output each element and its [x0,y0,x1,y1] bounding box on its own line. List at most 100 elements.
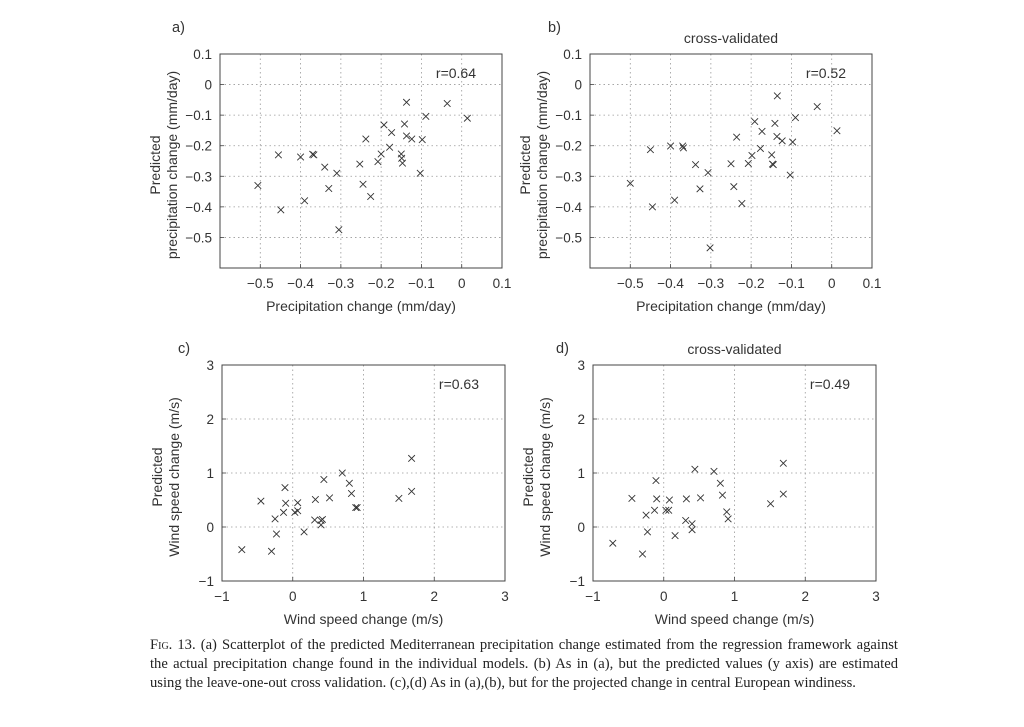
data-point [791,113,800,122]
x-tick-label: −0.2 [368,276,395,291]
data-point [670,196,679,204]
data-point [443,99,451,108]
data-point [294,499,302,507]
x-tick-label: 2 [430,589,438,604]
panel-label: a) [172,20,185,36]
data-point [407,487,416,495]
data-point [751,117,759,126]
data-point [416,169,424,177]
scatter-panel-a: −0.5 −0.4 −0.3 −0.2 −0.1 0 0.1 0.1 0 −0.1 −0.2 −0.3… [147,20,511,314]
data-point [642,511,650,519]
data-point [768,151,776,159]
y-tick-label: −0.1 [555,108,582,123]
data-point [272,530,281,538]
data-point [723,508,731,516]
data-point [666,142,675,150]
data-point [691,161,700,169]
data-point [318,515,327,524]
data-point [353,503,361,512]
data-point [282,499,290,507]
data-point [744,159,752,168]
data-point [716,479,724,487]
y-axis-label-line2: precipitation change (mm/day) [534,71,550,259]
y-tick-label: −0.5 [185,230,212,245]
data-point [267,547,276,555]
data-point [385,143,394,151]
data-point [335,226,343,234]
data-point [766,500,775,508]
data-point [294,507,302,515]
data-point [718,491,727,499]
figure-13: −0.5 −0.4 −0.3 −0.2 −0.1 0 0.1 0.1 0 −0.1 −0.2 −0.3… [147,20,881,627]
data-point [813,102,821,111]
x-tick-label: 3 [501,589,509,604]
plot-area [220,54,502,268]
data-point [671,532,679,540]
x-tick-label: −0.2 [738,276,765,291]
panel-label: d) [556,341,569,357]
data-point [254,181,262,190]
y-tick-label: 1 [577,466,585,481]
data-point [359,180,367,188]
data-point [682,495,691,503]
data-point [400,120,409,128]
data-point [277,206,285,214]
x-tick-label: −0.3 [698,276,725,291]
x-tick-label: 0 [289,589,297,604]
panel-label: b) [548,20,561,36]
data-point [626,179,634,187]
data-point [407,454,416,463]
data-point [463,114,471,122]
x-axis-label: Precipitation change (mm/day) [636,298,826,314]
y-tick-label: 1 [206,466,214,481]
data-point [696,494,705,502]
y-tick-label: −0.1 [185,108,212,123]
data-point [257,497,265,505]
y-axis-label-line1: Predicted [520,447,536,506]
y-tick-label: −0.5 [555,230,582,245]
data-point [638,550,647,558]
data-point [345,479,353,487]
figure-label: Fig. 13. [150,637,196,653]
x-tick-label: 2 [801,589,809,604]
data-point [311,495,320,504]
x-tick-label: 0 [458,276,466,291]
y-tick-label: −1 [199,574,214,589]
data-point [300,528,308,536]
axes-frame [592,364,877,582]
y-tick-label: −0.4 [185,200,212,215]
data-point [628,494,636,502]
data-point [730,183,738,191]
data-point [710,467,718,475]
x-tick-label: −0.1 [408,276,435,291]
data-point [310,151,318,159]
y-axis-label-line1: Predicted [517,135,533,194]
correlation-annotation: r=0.63 [439,376,479,392]
data-point [356,160,364,168]
data-point [367,192,375,201]
data-point [778,137,786,145]
x-tick-label: −0.1 [778,276,805,291]
data-point [646,146,655,154]
y-tick-label: −0.2 [555,139,582,154]
data-point [679,142,687,150]
data-point [679,144,688,152]
data-point [696,185,704,193]
y-tick-label: 3 [577,358,585,373]
plot-area [590,54,872,268]
data-point [380,121,388,129]
data-point [724,515,732,523]
y-tick-label: −0.3 [185,169,212,184]
data-point [789,138,797,146]
y-tick-label: −1 [570,574,585,589]
figure-caption: Fig. 13. (a) Scatterplot of the predicte… [150,636,898,693]
data-point [771,119,779,128]
data-point [408,135,416,143]
data-point [738,199,746,208]
y-tick-label: 0 [204,78,212,93]
y-tick-label: 0 [574,78,582,93]
data-point [238,546,246,554]
data-point [609,539,617,547]
y-tick-label: −0.4 [555,200,582,215]
x-tick-label: −1 [585,589,600,604]
